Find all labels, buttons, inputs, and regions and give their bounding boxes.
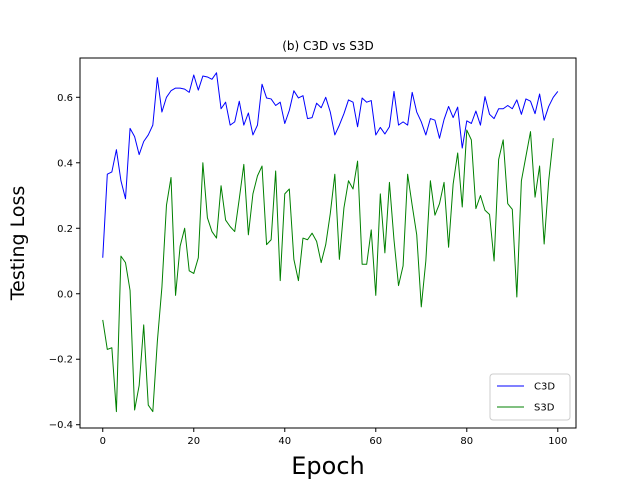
y-tick-label: −0.4 [49, 420, 73, 431]
legend-label-s3d: S3D [534, 403, 555, 414]
y-tick-label: 0.0 [57, 289, 73, 300]
x-tick-label: 60 [369, 436, 382, 447]
y-tick-label: −0.2 [49, 355, 73, 366]
y-axis-label: Testing Loss [7, 186, 29, 302]
y-tick-label: 0.2 [57, 224, 73, 235]
series-layer [102, 72, 559, 413]
x-tick-label: 20 [187, 436, 200, 447]
plot-area [80, 58, 576, 428]
x-axis-label: Epoch [291, 452, 365, 480]
chart-title: (b) C3D vs S3D [282, 39, 374, 53]
legend: C3D S3D [489, 373, 571, 421]
y-axis-ticks: −0.4 −0.2 0.0 0.2 0.4 0.6 [49, 93, 80, 431]
x-tick-label: 80 [460, 436, 473, 447]
legend-box [489, 373, 571, 421]
series-line-c3d [102, 72, 559, 258]
series-line-s3d [102, 129, 554, 413]
x-tick-label: 100 [548, 436, 567, 447]
x-tick-label: 0 [100, 436, 106, 447]
y-tick-label: 0.4 [57, 158, 73, 169]
legend-label-c3d: C3D [534, 382, 555, 393]
plot-frame [79, 57, 577, 429]
y-tick-label: 0.6 [57, 93, 73, 104]
x-axis-ticks: 0 20 40 60 80 100 [100, 428, 567, 447]
x-tick-label: 40 [278, 436, 291, 447]
